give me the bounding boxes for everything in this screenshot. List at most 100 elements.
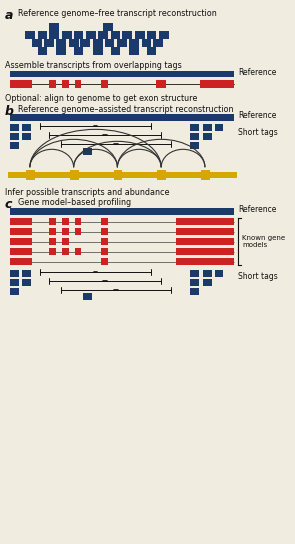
Bar [62, 228, 69, 235]
Text: Known gene
models: Known gene models [242, 235, 285, 248]
Bar [10, 71, 234, 77]
Bar [9, 172, 237, 178]
Bar [10, 143, 19, 149]
Bar [117, 39, 127, 47]
Bar [129, 39, 139, 47]
Text: c: c [5, 198, 12, 211]
Text: Short tags: Short tags [238, 272, 278, 281]
Bar [129, 47, 139, 54]
Bar [159, 30, 169, 39]
Bar [49, 30, 59, 39]
Text: Reference: Reference [238, 67, 276, 77]
Bar [105, 39, 114, 47]
Bar [10, 258, 32, 265]
Bar [111, 47, 120, 54]
Bar [176, 228, 234, 235]
Bar [75, 228, 81, 235]
Bar [93, 39, 103, 47]
Bar [190, 270, 199, 277]
Text: Reference genome–free transcript reconstruction: Reference genome–free transcript reconst… [18, 9, 217, 17]
Bar [10, 279, 19, 286]
Bar [101, 228, 108, 235]
Bar [75, 218, 81, 225]
Bar [83, 149, 92, 155]
Bar [49, 81, 56, 89]
Bar [83, 293, 92, 300]
Bar [203, 279, 212, 286]
Bar [190, 279, 199, 286]
Bar [69, 39, 78, 47]
Bar [103, 23, 112, 30]
Bar [10, 133, 19, 140]
Bar [10, 125, 19, 131]
Text: Reference: Reference [238, 205, 276, 214]
Bar [38, 47, 47, 54]
Bar [203, 133, 212, 140]
Bar [142, 39, 151, 47]
Bar [176, 258, 234, 265]
Text: b: b [5, 106, 14, 119]
Bar [49, 238, 56, 245]
Bar [25, 30, 35, 39]
Bar [190, 288, 199, 295]
Bar [10, 81, 32, 89]
Bar [147, 30, 156, 39]
Bar [81, 39, 90, 47]
Bar [93, 47, 103, 54]
Bar [74, 47, 83, 54]
Bar [62, 248, 69, 255]
Bar [26, 170, 35, 180]
Bar [114, 170, 122, 180]
Bar [22, 279, 31, 286]
Bar [10, 114, 234, 121]
Text: Infer possible transcripts and abundance: Infer possible transcripts and abundance [5, 188, 169, 197]
Bar [101, 218, 108, 225]
Bar [10, 238, 32, 245]
Bar [101, 81, 108, 89]
Bar [215, 125, 223, 131]
Bar [176, 238, 234, 245]
Bar [10, 270, 19, 277]
Bar [157, 170, 166, 180]
Bar [22, 125, 31, 131]
Bar [49, 228, 56, 235]
Bar [190, 143, 199, 149]
Bar [176, 218, 234, 225]
Bar [10, 208, 234, 215]
Bar [98, 30, 108, 39]
Text: Optional: align to genome to get exon structure: Optional: align to genome to get exon st… [5, 95, 197, 103]
Bar [101, 258, 108, 265]
Bar [203, 125, 212, 131]
Bar [74, 30, 83, 39]
Bar [10, 248, 32, 255]
Bar [86, 30, 96, 39]
Text: Short tags: Short tags [238, 128, 278, 138]
Text: Gene model–based profiling: Gene model–based profiling [18, 198, 131, 207]
Bar [10, 288, 19, 295]
Bar [153, 39, 163, 47]
Bar [56, 39, 66, 47]
Bar [111, 30, 120, 39]
Bar [156, 81, 166, 89]
Bar [70, 170, 78, 180]
Bar [62, 218, 69, 225]
Text: Reference genome–assisted transcript reconstruction: Reference genome–assisted transcript rec… [18, 106, 234, 114]
Bar [201, 170, 210, 180]
Bar [190, 125, 199, 131]
Bar [75, 81, 81, 89]
Bar [49, 23, 59, 30]
Bar [49, 218, 56, 225]
Text: Assemble transcripts from overlapping tags: Assemble transcripts from overlapping ta… [5, 60, 181, 70]
Bar [22, 270, 31, 277]
Bar [10, 218, 32, 225]
Bar [62, 81, 69, 89]
Bar [49, 248, 56, 255]
Bar [215, 270, 223, 277]
Bar [203, 270, 212, 277]
Bar [45, 39, 54, 47]
Bar [62, 238, 69, 245]
Bar [32, 39, 42, 47]
Bar [122, 30, 132, 39]
Bar [10, 228, 32, 235]
Bar [101, 248, 108, 255]
